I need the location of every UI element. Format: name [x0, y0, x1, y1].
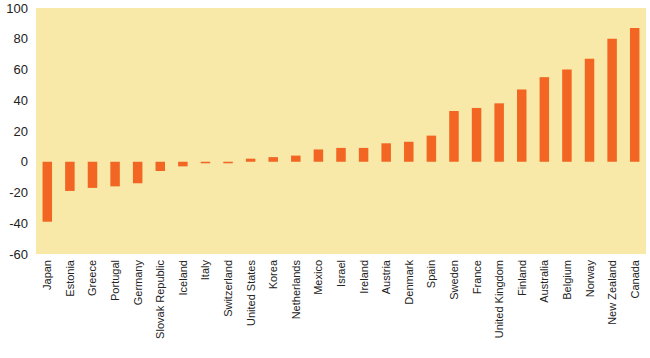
svg-text:Sweden: Sweden: [448, 260, 460, 300]
svg-text:Spain: Spain: [425, 260, 437, 288]
svg-text:Denmark: Denmark: [403, 260, 415, 305]
svg-text:-60: -60: [9, 247, 28, 262]
svg-text:United Kingdom: United Kingdom: [493, 260, 505, 338]
svg-text:Estonia: Estonia: [64, 259, 76, 297]
svg-text:0: 0: [21, 154, 28, 169]
svg-text:Canada: Canada: [629, 259, 641, 298]
svg-text:New Zealand: New Zealand: [606, 260, 618, 325]
svg-text:Mexico: Mexico: [312, 260, 324, 295]
svg-text:60: 60: [14, 62, 28, 77]
svg-text:Greece: Greece: [86, 260, 98, 296]
svg-text:Netherlands: Netherlands: [290, 260, 302, 320]
svg-text:Norway: Norway: [584, 260, 596, 298]
svg-text:Portugal: Portugal: [109, 260, 121, 301]
svg-text:Belgium: Belgium: [561, 260, 573, 300]
svg-text:Germany: Germany: [132, 260, 144, 306]
svg-text:Ireland: Ireland: [358, 260, 370, 294]
svg-text:Australia: Australia: [538, 259, 550, 303]
svg-text:Finland: Finland: [516, 260, 528, 296]
svg-text:Japan: Japan: [41, 260, 53, 290]
svg-text:Slovak Republic: Slovak Republic: [154, 260, 166, 339]
svg-text:Italy: Italy: [199, 260, 211, 281]
svg-text:Israel: Israel: [335, 260, 347, 287]
svg-text:Austria: Austria: [380, 259, 392, 294]
svg-text:20: 20: [14, 124, 28, 139]
svg-text:-20: -20: [9, 185, 28, 200]
svg-text:100: 100: [6, 1, 28, 16]
svg-text:Korea: Korea: [267, 259, 279, 289]
svg-text:40: 40: [14, 93, 28, 108]
svg-text:-40: -40: [9, 216, 28, 231]
svg-text:Switzerland: Switzerland: [222, 260, 234, 317]
svg-text:Iceland: Iceland: [177, 260, 189, 295]
svg-text:France: France: [471, 260, 483, 294]
svg-text:80: 80: [14, 31, 28, 46]
svg-text:United States: United States: [245, 260, 257, 327]
